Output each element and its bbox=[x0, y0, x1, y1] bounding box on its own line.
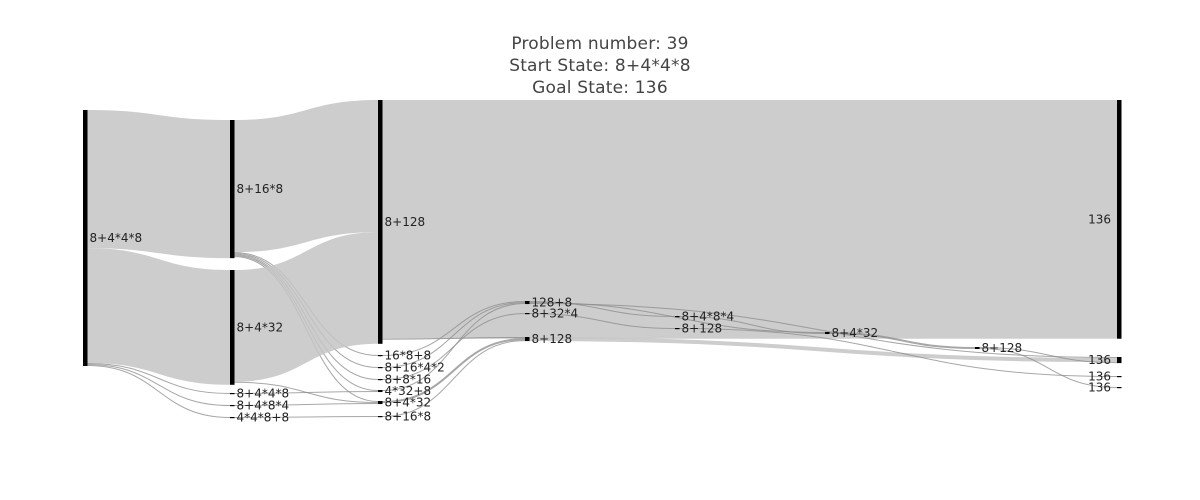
sankey-link bbox=[382, 337, 526, 340]
sankey-link bbox=[87, 364, 231, 419]
sankey-link bbox=[679, 328, 1118, 378]
sankey-link bbox=[382, 340, 526, 418]
sankey-node[interactable] bbox=[525, 337, 530, 342]
sankey-node-label: 8+16*4*2 bbox=[385, 361, 445, 375]
sankey-node[interactable] bbox=[378, 367, 383, 369]
sankey-node[interactable] bbox=[230, 417, 235, 419]
sankey-link bbox=[979, 348, 1118, 389]
sankey-node[interactable] bbox=[675, 328, 680, 330]
sankey-node-label: 128+8 bbox=[532, 296, 573, 310]
sankey-node-label: 136 bbox=[1088, 353, 1111, 367]
sankey-node-label: 4*4*8+8 bbox=[237, 411, 290, 425]
sankey-node-label: 8+16*8 bbox=[385, 410, 432, 424]
sankey-link bbox=[87, 248, 230, 385]
labels-layer: 8+4*4*88+16*88+4*328+4*4*88+4*8*44*4*8+8… bbox=[90, 182, 1112, 425]
sankey-node-label: 8+128 bbox=[682, 322, 723, 336]
sankey-link bbox=[382, 303, 526, 392]
sankey-node-label: 136 bbox=[1088, 370, 1111, 384]
sankey-link bbox=[234, 403, 379, 407]
sankey-link bbox=[529, 301, 676, 318]
sankey-node[interactable] bbox=[975, 347, 980, 350]
sankey-node-label: 16*8+8 bbox=[385, 349, 432, 363]
sankey-node[interactable] bbox=[230, 405, 235, 407]
sankey-link bbox=[382, 302, 526, 369]
sankey-node-label: 8+4*4*8 bbox=[237, 387, 290, 401]
sankey-node[interactable] bbox=[1117, 376, 1122, 378]
sankey-node[interactable] bbox=[675, 316, 680, 318]
sankey-link bbox=[979, 347, 1118, 364]
sankey-node[interactable] bbox=[378, 416, 383, 418]
sankey-node-label: 8+4*32 bbox=[832, 326, 879, 340]
chart-title-goal-state: Goal State: 136 bbox=[532, 78, 668, 98]
sankey-link bbox=[382, 301, 526, 357]
sankey-node[interactable] bbox=[1117, 387, 1122, 389]
sankey-link bbox=[529, 303, 1118, 359]
sankey-node[interactable] bbox=[230, 270, 235, 385]
sankey-node[interactable] bbox=[378, 390, 383, 393]
sankey-node-label: 8+16*8 bbox=[237, 182, 284, 196]
sankey-node[interactable] bbox=[378, 379, 383, 381]
sankey-link bbox=[87, 362, 231, 395]
sankey-link bbox=[529, 337, 1117, 363]
sankey-node[interactable] bbox=[83, 110, 88, 366]
sankey-link bbox=[529, 313, 676, 330]
sankey-node[interactable] bbox=[525, 301, 530, 305]
sankey-link bbox=[87, 363, 231, 407]
sankey-node-label: 8+128 bbox=[982, 341, 1023, 355]
sankey-node-label: 8+4*32 bbox=[385, 396, 432, 410]
sankey-node-label: 8+4*8*4 bbox=[237, 399, 290, 413]
links-layer bbox=[87, 100, 1118, 419]
sankey-node[interactable] bbox=[825, 332, 830, 335]
sankey-link bbox=[234, 100, 378, 253]
sankey-node[interactable] bbox=[230, 393, 235, 395]
sankey-node[interactable] bbox=[378, 355, 383, 357]
sankey-link bbox=[829, 332, 976, 350]
sankey-node-label: 8+32*4 bbox=[532, 307, 579, 321]
sankey-node-label: 8+128 bbox=[385, 215, 426, 229]
sankey-node[interactable] bbox=[230, 120, 235, 259]
sankey-link bbox=[679, 316, 826, 335]
sankey-link bbox=[234, 416, 379, 419]
chart-title-start-state: Start State: 8+4*4*8 bbox=[509, 56, 691, 76]
sankey-node-label: 136 bbox=[1088, 381, 1111, 395]
sankey-node-label: 8+128 bbox=[532, 332, 573, 346]
sankey-node-label: 8+4*8*4 bbox=[682, 310, 735, 324]
sankey-node-label: 136 bbox=[1088, 212, 1111, 226]
sankey-link bbox=[87, 110, 230, 259]
sankey-link bbox=[382, 100, 1117, 339]
chart-title-problem-number: Problem number: 39 bbox=[511, 34, 689, 54]
sankey-link bbox=[234, 232, 378, 382]
sankey-node-label: 8+8*16 bbox=[385, 373, 432, 387]
sankey-node-label: 4*32+8 bbox=[385, 384, 432, 398]
sankey-node[interactable] bbox=[1117, 357, 1122, 364]
nodes-layer bbox=[83, 100, 1122, 419]
sankey-node-label: 8+4*32 bbox=[237, 320, 284, 334]
sankey-node[interactable] bbox=[378, 401, 383, 405]
sankey-node[interactable] bbox=[378, 100, 383, 344]
sankey-link bbox=[382, 338, 526, 404]
sankey-node-label: 8+4*4*8 bbox=[90, 231, 143, 245]
sankey-node[interactable] bbox=[1117, 100, 1122, 339]
sankey-link bbox=[234, 391, 379, 395]
sankey-node[interactable] bbox=[525, 313, 530, 315]
